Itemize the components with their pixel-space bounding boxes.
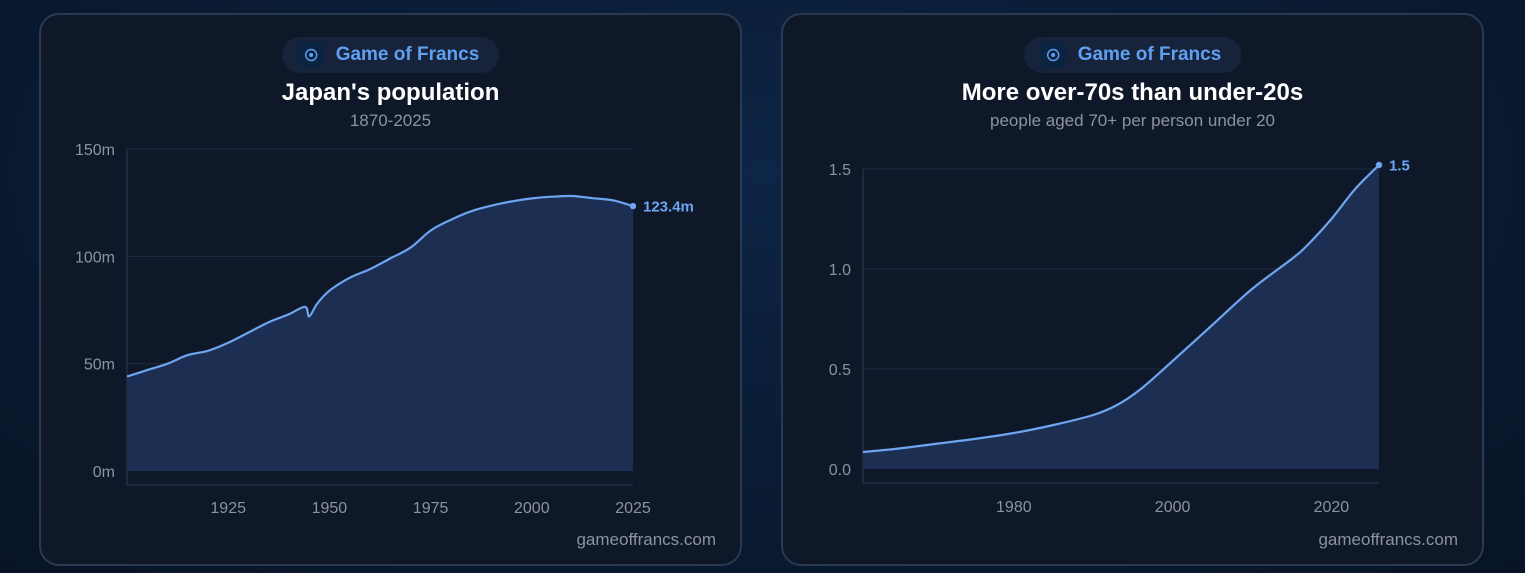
- series-line: [126, 194, 634, 378]
- end-point: [1375, 161, 1383, 169]
- end-value-label: 1.5: [1389, 158, 1410, 175]
- y-tick-label: 1.0: [829, 262, 851, 279]
- chart-card-japan-population: Game of Francs Japan's population 1870-2…: [39, 13, 742, 566]
- chart-title: More over-70s than under-20s: [961, 79, 1304, 106]
- end-point: [629, 202, 637, 210]
- y-tick-label: 150m: [75, 142, 115, 159]
- series-area: [863, 165, 1379, 469]
- chart-title: Japan's population: [281, 79, 500, 106]
- x-tick-label: 1925: [210, 500, 246, 517]
- x-tick-label: 2025: [615, 500, 651, 517]
- source-footer[interactable]: gameoffrancs.com: [1318, 530, 1458, 549]
- chart-svg: 0m 50m 100m 150m 1925 1950 1975 2000 2025 123.4m: [75, 142, 694, 517]
- y-tick-label: 1.5: [829, 162, 851, 179]
- x-tick-label: 1950: [312, 500, 348, 517]
- chart-card-over70-ratio: Game of Francs More over-70s than under-…: [781, 13, 1484, 566]
- y-tick-label: 0m: [93, 464, 115, 481]
- chart-svg: 0.0 0.5 1.0 1.5 1980 2000 2020 1.5: [829, 158, 1410, 517]
- series-line: [862, 164, 1380, 454]
- x-tick-label: 1975: [413, 500, 449, 517]
- x-tick-label: 1980: [996, 499, 1032, 516]
- series-area: [127, 195, 633, 471]
- y-tick-label: 50m: [84, 357, 115, 374]
- chart-subtitle: 1870-2025: [349, 111, 432, 130]
- brand-badge[interactable]: Game of Francs: [281, 37, 500, 73]
- x-tick-label: 2000: [514, 500, 550, 517]
- end-value-label: 123.4m: [643, 199, 694, 216]
- x-tick-label: 2020: [1314, 499, 1350, 516]
- source-footer[interactable]: gameoffrancs.com: [576, 530, 716, 549]
- y-tick-label: 0.0: [829, 462, 851, 479]
- y-tick-label: 0.5: [829, 362, 851, 379]
- x-tick-label: 2000: [1155, 499, 1191, 516]
- chart-subtitle: people aged 70+ per person under 20: [990, 111, 1275, 130]
- brand-badge[interactable]: Game of Francs: [1023, 37, 1242, 73]
- y-tick-label: 100m: [75, 249, 115, 266]
- brand-label: Game of Francs: [335, 44, 480, 65]
- brand-label: Game of Francs: [1077, 44, 1222, 65]
- game-of-francs-logo-icon: [1039, 42, 1066, 68]
- game-of-francs-logo-icon: [297, 42, 324, 68]
